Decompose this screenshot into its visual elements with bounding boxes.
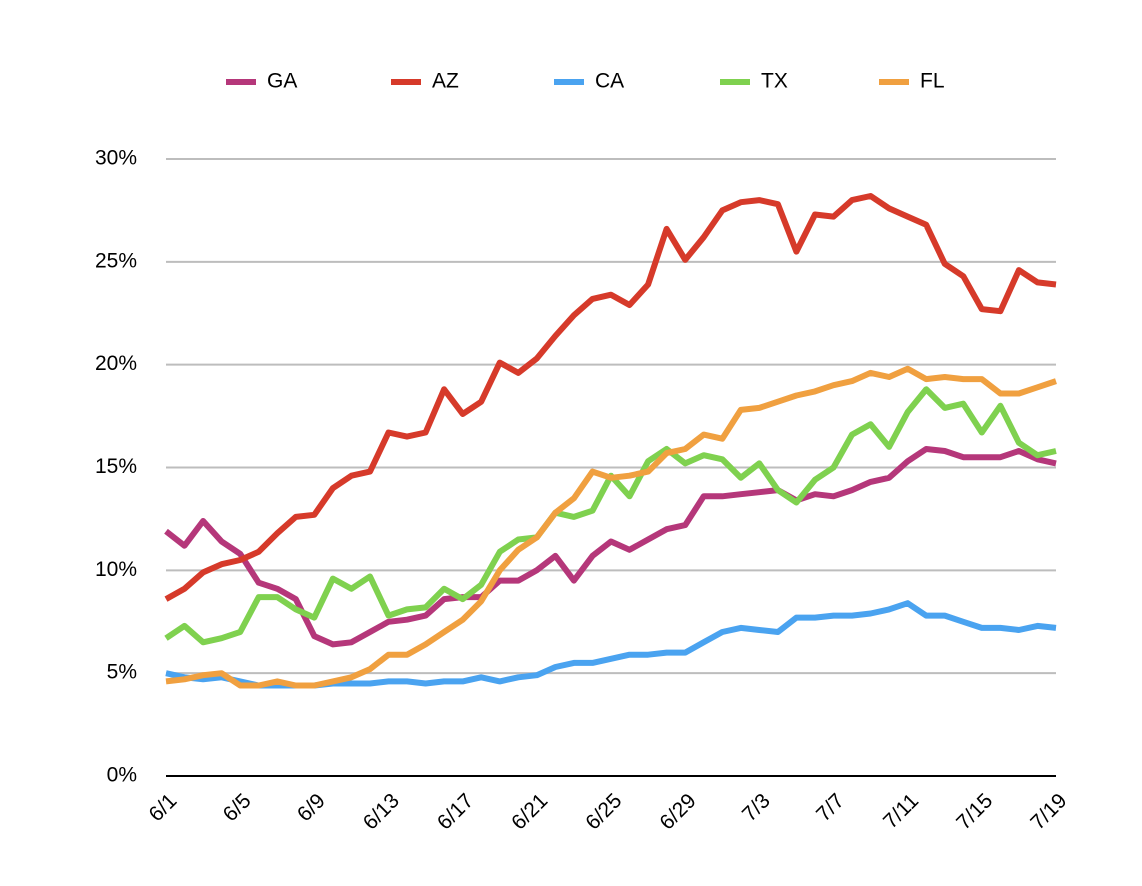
x-tick-label: 6/5 [219,789,256,826]
legend-label: FL [920,70,945,93]
x-tick-label: 6/17 [433,789,478,834]
x-tick-label: 7/7 [812,789,849,826]
y-tick-label: 25% [95,249,137,272]
x-tick-label: 6/13 [359,789,404,834]
grid [166,158,1056,777]
series-line [164,193,1057,602]
x-tick-label: 7/15 [952,789,997,834]
legend-label: GA [267,70,297,93]
y-tick-label: 15% [95,455,137,478]
x-tick-label: 7/19 [1026,789,1071,834]
legend-label: TX [761,70,788,93]
y-tick-label: 0% [107,764,137,787]
y-tick-label: 10% [95,558,137,581]
series-line [165,365,1057,689]
x-tick-label: 6/9 [293,789,330,826]
x-tick-label: 7/3 [738,789,775,826]
y-tick-label: 20% [95,352,137,375]
x-tick-label: 6/1 [145,789,182,826]
x-tick-label: 6/25 [581,789,626,834]
legend-label: CA [595,70,624,93]
series-line [164,446,1057,648]
x-tick-label: 6/29 [655,789,700,834]
y-tick-label: 5% [107,661,137,684]
legend-label: AZ [432,70,459,93]
y-tick-label: 30% [95,147,137,170]
x-tick-label: 6/21 [507,789,552,834]
x-tick-label: 7/11 [879,789,923,833]
